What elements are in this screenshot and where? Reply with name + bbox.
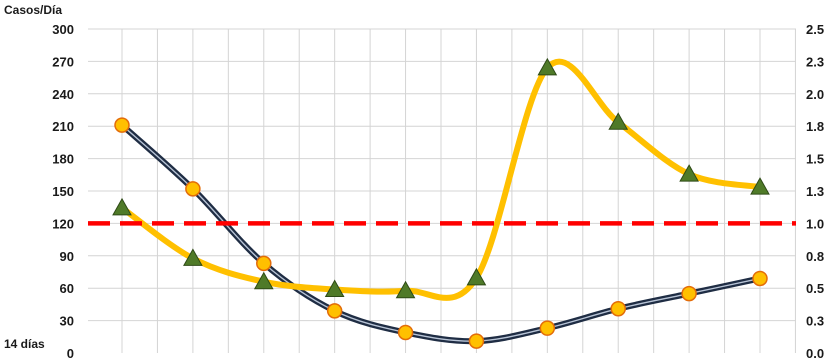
left-tick-label: 90	[60, 249, 74, 264]
right-tick-label: 1.8	[806, 119, 824, 134]
triangle-marker	[466, 267, 487, 286]
left-tick-label: 150	[52, 184, 74, 199]
triangle-marker	[183, 248, 203, 266]
triangle-marker	[112, 197, 132, 216]
circle-marker	[610, 300, 626, 317]
right-tick-label: 0.8	[806, 249, 824, 264]
triangle-marker	[608, 112, 629, 130]
right-tick-label: 1.5	[806, 152, 824, 167]
right-tick-label: 1.3	[806, 184, 824, 199]
left-tick-label: 120	[52, 216, 74, 231]
triangle-marker	[324, 279, 345, 297]
left-tick-label: 270	[52, 54, 74, 69]
right-tick-label: 0.0	[806, 346, 824, 358]
circle-marker	[468, 333, 485, 349]
right-tick-label: 2.0	[806, 87, 824, 102]
circle-marker	[185, 181, 201, 197]
left-tick-label: 180	[52, 152, 74, 167]
circle-marker	[397, 324, 414, 341]
right-tick-label: 0.5	[806, 281, 824, 296]
left-axis-label: Casos/Día	[4, 3, 62, 17]
left-tick-label: 30	[60, 314, 74, 329]
triangle-marker	[679, 164, 699, 182]
x-axis-label: 14 días	[4, 337, 45, 351]
series-line-cases-highlight	[121, 124, 761, 342]
right-tick-label: 2.5	[806, 22, 824, 37]
left-tick-label: 0	[67, 346, 74, 358]
circle-marker	[326, 303, 343, 319]
triangle-marker	[750, 177, 770, 195]
triangle-marker	[253, 271, 274, 290]
right-tick-label: 0.3	[806, 314, 824, 329]
left-axis-ticks: 0 30 60 90 120 150 180 210 240 270 300	[52, 22, 74, 358]
marker-layer	[112, 57, 770, 349]
left-tick-label: 210	[52, 119, 74, 134]
right-tick-label: 2.3	[806, 54, 824, 69]
left-tick-label: 240	[52, 87, 74, 102]
circle-marker	[114, 117, 130, 133]
triangle-marker	[537, 57, 558, 76]
triangle-marker	[395, 280, 416, 299]
left-tick-label: 60	[60, 281, 74, 296]
circle-marker	[256, 255, 272, 272]
left-tick-label: 300	[52, 22, 74, 37]
circle-marker	[681, 285, 697, 302]
right-axis-ticks: 0.0 0.3 0.5 0.8 1.0 1.3 1.5 1.8 2.0 2.3 2.5	[806, 22, 824, 358]
circle-marker	[752, 270, 768, 287]
circle-marker	[539, 320, 556, 336]
right-tick-label: 1.0	[806, 216, 824, 231]
